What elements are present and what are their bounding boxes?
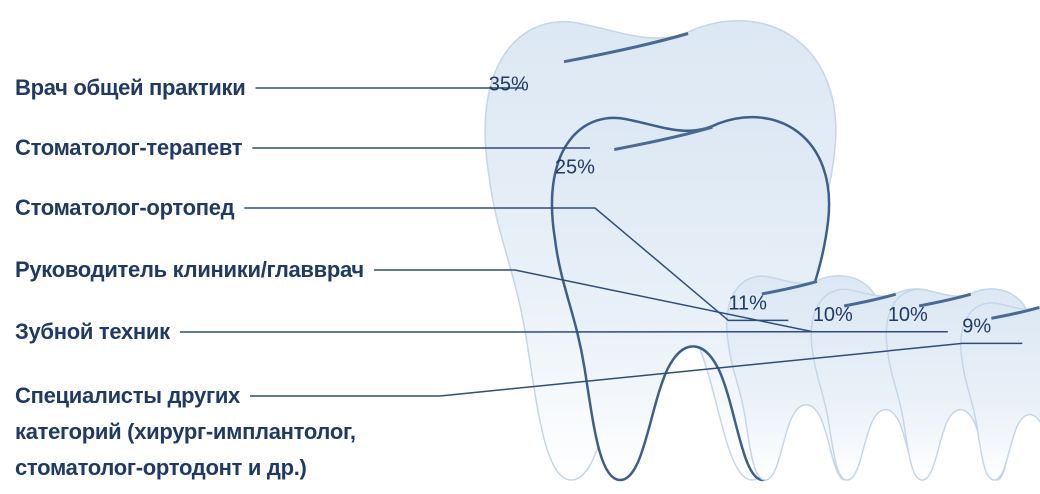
value-label: 25%: [555, 156, 595, 178]
value-label: 11%: [728, 293, 767, 315]
category-label: Врач общей практики: [15, 70, 245, 106]
infographic: 35% 25% 11% 10% 10% 9% Врач общей практики Сто…: [0, 0, 1040, 494]
category-label: Зубной техник: [15, 314, 170, 350]
value-label: 10%: [813, 304, 853, 326]
category-label: Руководитель клиники/главврач: [15, 252, 364, 288]
category-label: Стоматолог-ортопед: [15, 190, 234, 226]
value-label: 35%: [489, 73, 529, 95]
category-label: Стоматолог-терапевт: [15, 130, 242, 166]
value-label: 10%: [888, 304, 928, 326]
category-label: Специалисты других категорий (хирург-имп…: [15, 378, 356, 486]
value-label: 9%: [962, 316, 991, 338]
